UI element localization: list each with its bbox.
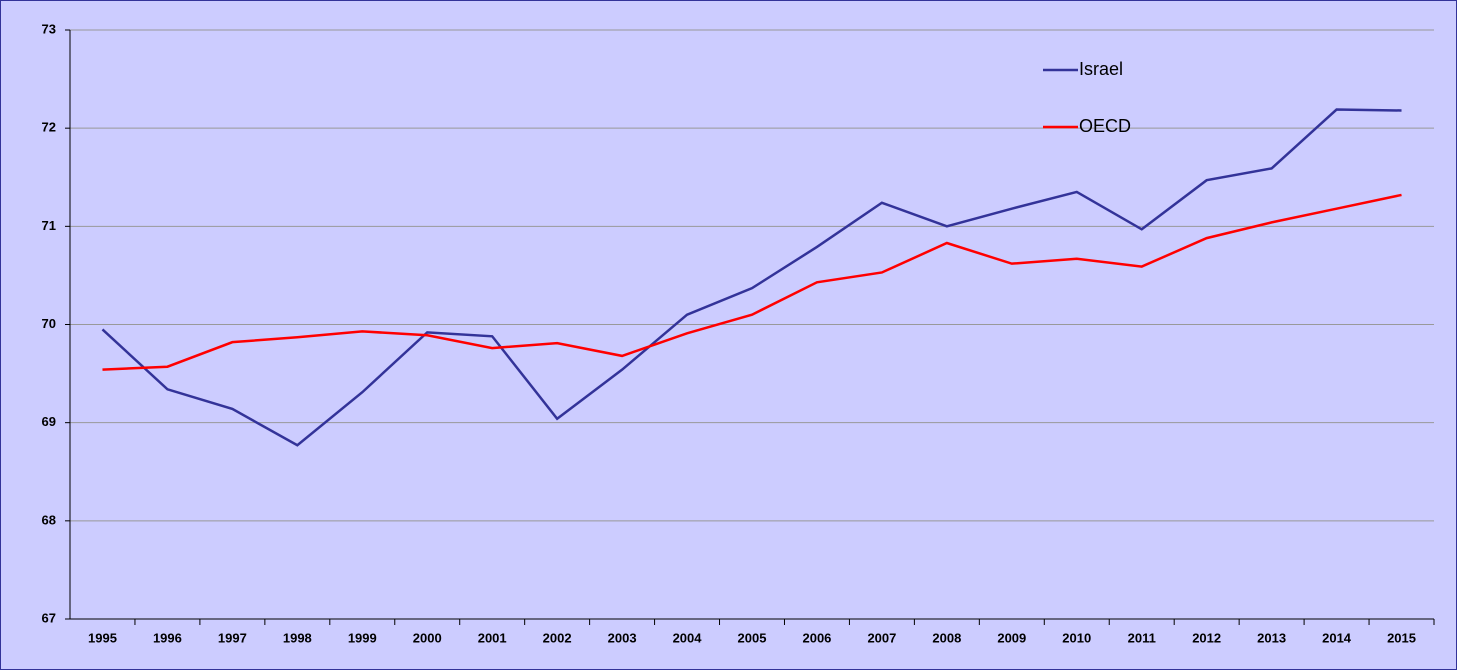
x-tick-label: 2000 (413, 630, 442, 645)
x-tick-label: 1999 (348, 630, 377, 645)
x-tick-label: 2013 (1257, 630, 1286, 645)
y-tick-label: 73 (42, 21, 56, 36)
x-tick-label: 2001 (478, 630, 507, 645)
legend-label: OECD (1079, 116, 1131, 136)
x-tick-label: 2014 (1322, 630, 1352, 645)
series-line (101, 108, 1402, 447)
x-tick-label: 1996 (153, 630, 182, 645)
x-tick-label: 2005 (738, 630, 767, 645)
x-tick-label: 2011 (1128, 630, 1156, 645)
x-tick-label: 2007 (867, 630, 896, 645)
x-tick-label: 1997 (218, 630, 247, 645)
x-tick-label: 2009 (997, 630, 1026, 645)
y-tick-label: 71 (42, 218, 56, 233)
x-tick-label: 2003 (608, 630, 637, 645)
y-tick-label: 70 (42, 316, 56, 331)
x-tick-label: 1995 (88, 630, 117, 645)
x-tick-label: 2006 (802, 630, 831, 645)
x-tick-label: 2008 (932, 630, 961, 645)
x-tick-label: 2002 (543, 630, 572, 645)
x-tick-label: 2004 (673, 630, 703, 645)
y-tick-label: 69 (42, 414, 56, 429)
y-tick-label: 68 (42, 512, 56, 527)
x-tick-label: 2015 (1387, 630, 1416, 645)
x-tick-label: 2012 (1192, 630, 1221, 645)
x-tick-label: 1998 (283, 630, 312, 645)
y-tick-label: 67 (42, 610, 56, 625)
x-tick-label: 2010 (1062, 630, 1091, 645)
y-tick-label: 72 (42, 120, 56, 135)
series-line (102, 193, 1402, 371)
legend-label: Israel (1079, 59, 1123, 79)
